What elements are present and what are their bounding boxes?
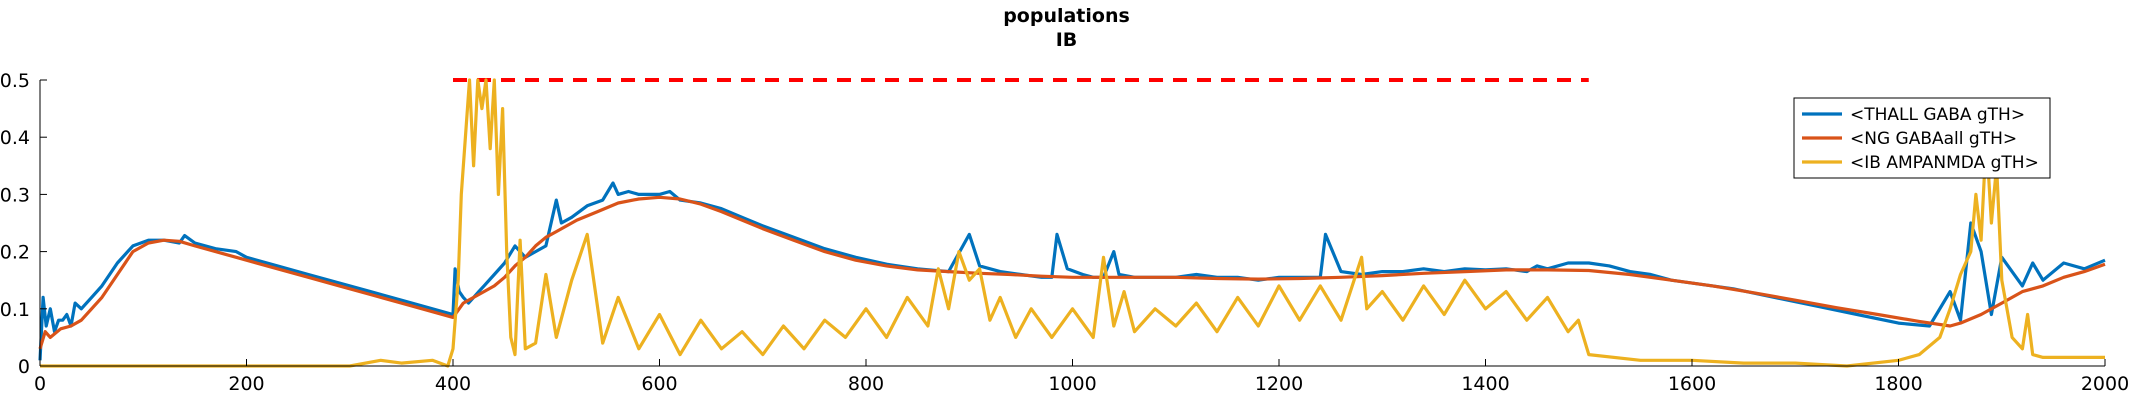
- y-tick-label: 0.2: [0, 242, 30, 264]
- x-tick-label: 1400: [1461, 373, 1509, 395]
- legend-label-3: <IB AMPANMDA gTH>: [1850, 153, 2039, 173]
- y-tick-label: 0: [18, 356, 30, 378]
- x-tick-label: 800: [848, 373, 884, 395]
- y-tick-label: 0.3: [0, 184, 30, 206]
- x-tick-label: 2000: [2081, 373, 2129, 395]
- series-lines: [38, 78, 2106, 368]
- chart-subtitle: IB: [1055, 29, 1078, 51]
- x-tick-label: 0: [34, 373, 46, 395]
- legend-label-2: <NG GABAall gTH>: [1850, 129, 2017, 149]
- series-line-2: [38, 195, 2106, 350]
- series-line-3: [40, 78, 2105, 368]
- axes: 0 200 400 600 800 1000 1200 1400 1600 1800 2000 0 0.…: [0, 70, 2129, 395]
- chart-title: populations: [1003, 5, 1130, 27]
- y-tick-label: 0.1: [0, 299, 30, 321]
- x-tick-label: 600: [641, 373, 677, 395]
- legend-label-1: <THALL GABA gTH>: [1850, 105, 2025, 125]
- y-tick-label: 0.5: [0, 70, 30, 92]
- x-tick-label: 1800: [1874, 373, 1922, 395]
- series-line-1: [38, 181, 2106, 361]
- legend: <THALL GABA gTH> <NG GABAall gTH> <IB AMPA…: [1793, 97, 2051, 179]
- y-tick-label: 0.4: [0, 127, 30, 149]
- x-tick-label: 1000: [1048, 373, 1096, 395]
- x-tick-label: 400: [435, 373, 471, 395]
- x-tick-label: 200: [228, 373, 264, 395]
- x-tick-label: 1200: [1255, 373, 1303, 395]
- x-tick-label: 1600: [1668, 373, 1716, 395]
